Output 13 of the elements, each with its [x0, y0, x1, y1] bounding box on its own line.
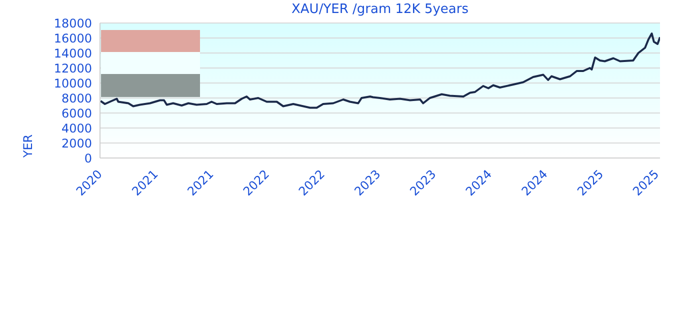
- y-tick-label: 12000: [54, 61, 92, 76]
- y-tick-label: 2000: [61, 136, 92, 150]
- y-tick-label: 8000: [61, 91, 92, 106]
- y-tick-label: 16000: [54, 31, 92, 46]
- y-axis-title: YER: [21, 134, 35, 159]
- y-tick-label: 6000: [61, 106, 92, 120]
- y-tick-label: 14000: [54, 46, 92, 60]
- y-tick-label: 0: [84, 151, 92, 166]
- y-tick-label: 18000: [54, 16, 92, 30]
- y-tick-label: 4000: [61, 121, 92, 136]
- line-series: [100, 32, 660, 109]
- chart-title: XAU/YER /gram 12K 5years: [290, 2, 470, 17]
- y-tick-label: 10000: [54, 76, 92, 90]
